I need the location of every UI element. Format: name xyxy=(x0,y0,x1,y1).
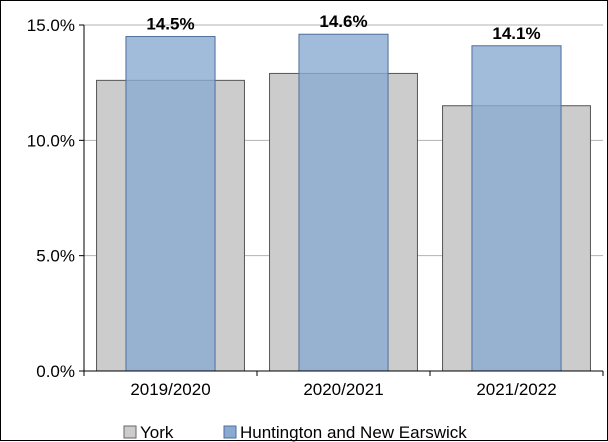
x-tick-label: 2021/2022 xyxy=(476,380,556,399)
x-tick-label: 2020/2021 xyxy=(303,380,383,399)
series-huntington-bars xyxy=(125,33,562,372)
y-tick-label: 5.0% xyxy=(36,247,75,266)
bar-huntington xyxy=(125,36,216,372)
data-label: 14.5% xyxy=(146,15,194,34)
x-tick-labels: 2019/2020 2020/2021 2021/2022 xyxy=(130,380,556,399)
y-tick-label: 15.0% xyxy=(27,16,75,35)
axes xyxy=(79,24,604,376)
bar-huntington xyxy=(298,33,389,372)
legend: York Huntington and New Earswick xyxy=(123,423,467,442)
legend-swatch-huntington xyxy=(223,425,237,439)
y-tick-labels: 0.0% 5.0% 10.0% 15.0% xyxy=(27,16,75,381)
legend-label-york: York xyxy=(140,423,174,442)
legend-swatch-york xyxy=(123,425,137,439)
data-label: 14.1% xyxy=(492,24,540,43)
data-label: 14.6% xyxy=(319,12,367,31)
y-tick-label: 0.0% xyxy=(36,362,75,381)
y-tick-label: 10.0% xyxy=(27,131,75,150)
bar-huntington xyxy=(471,45,562,372)
x-tick-label: 2019/2020 xyxy=(130,380,210,399)
legend-label-huntington: Huntington and New Earswick xyxy=(240,423,467,442)
data-labels: 14.5% 14.6% 14.1% xyxy=(146,12,540,43)
